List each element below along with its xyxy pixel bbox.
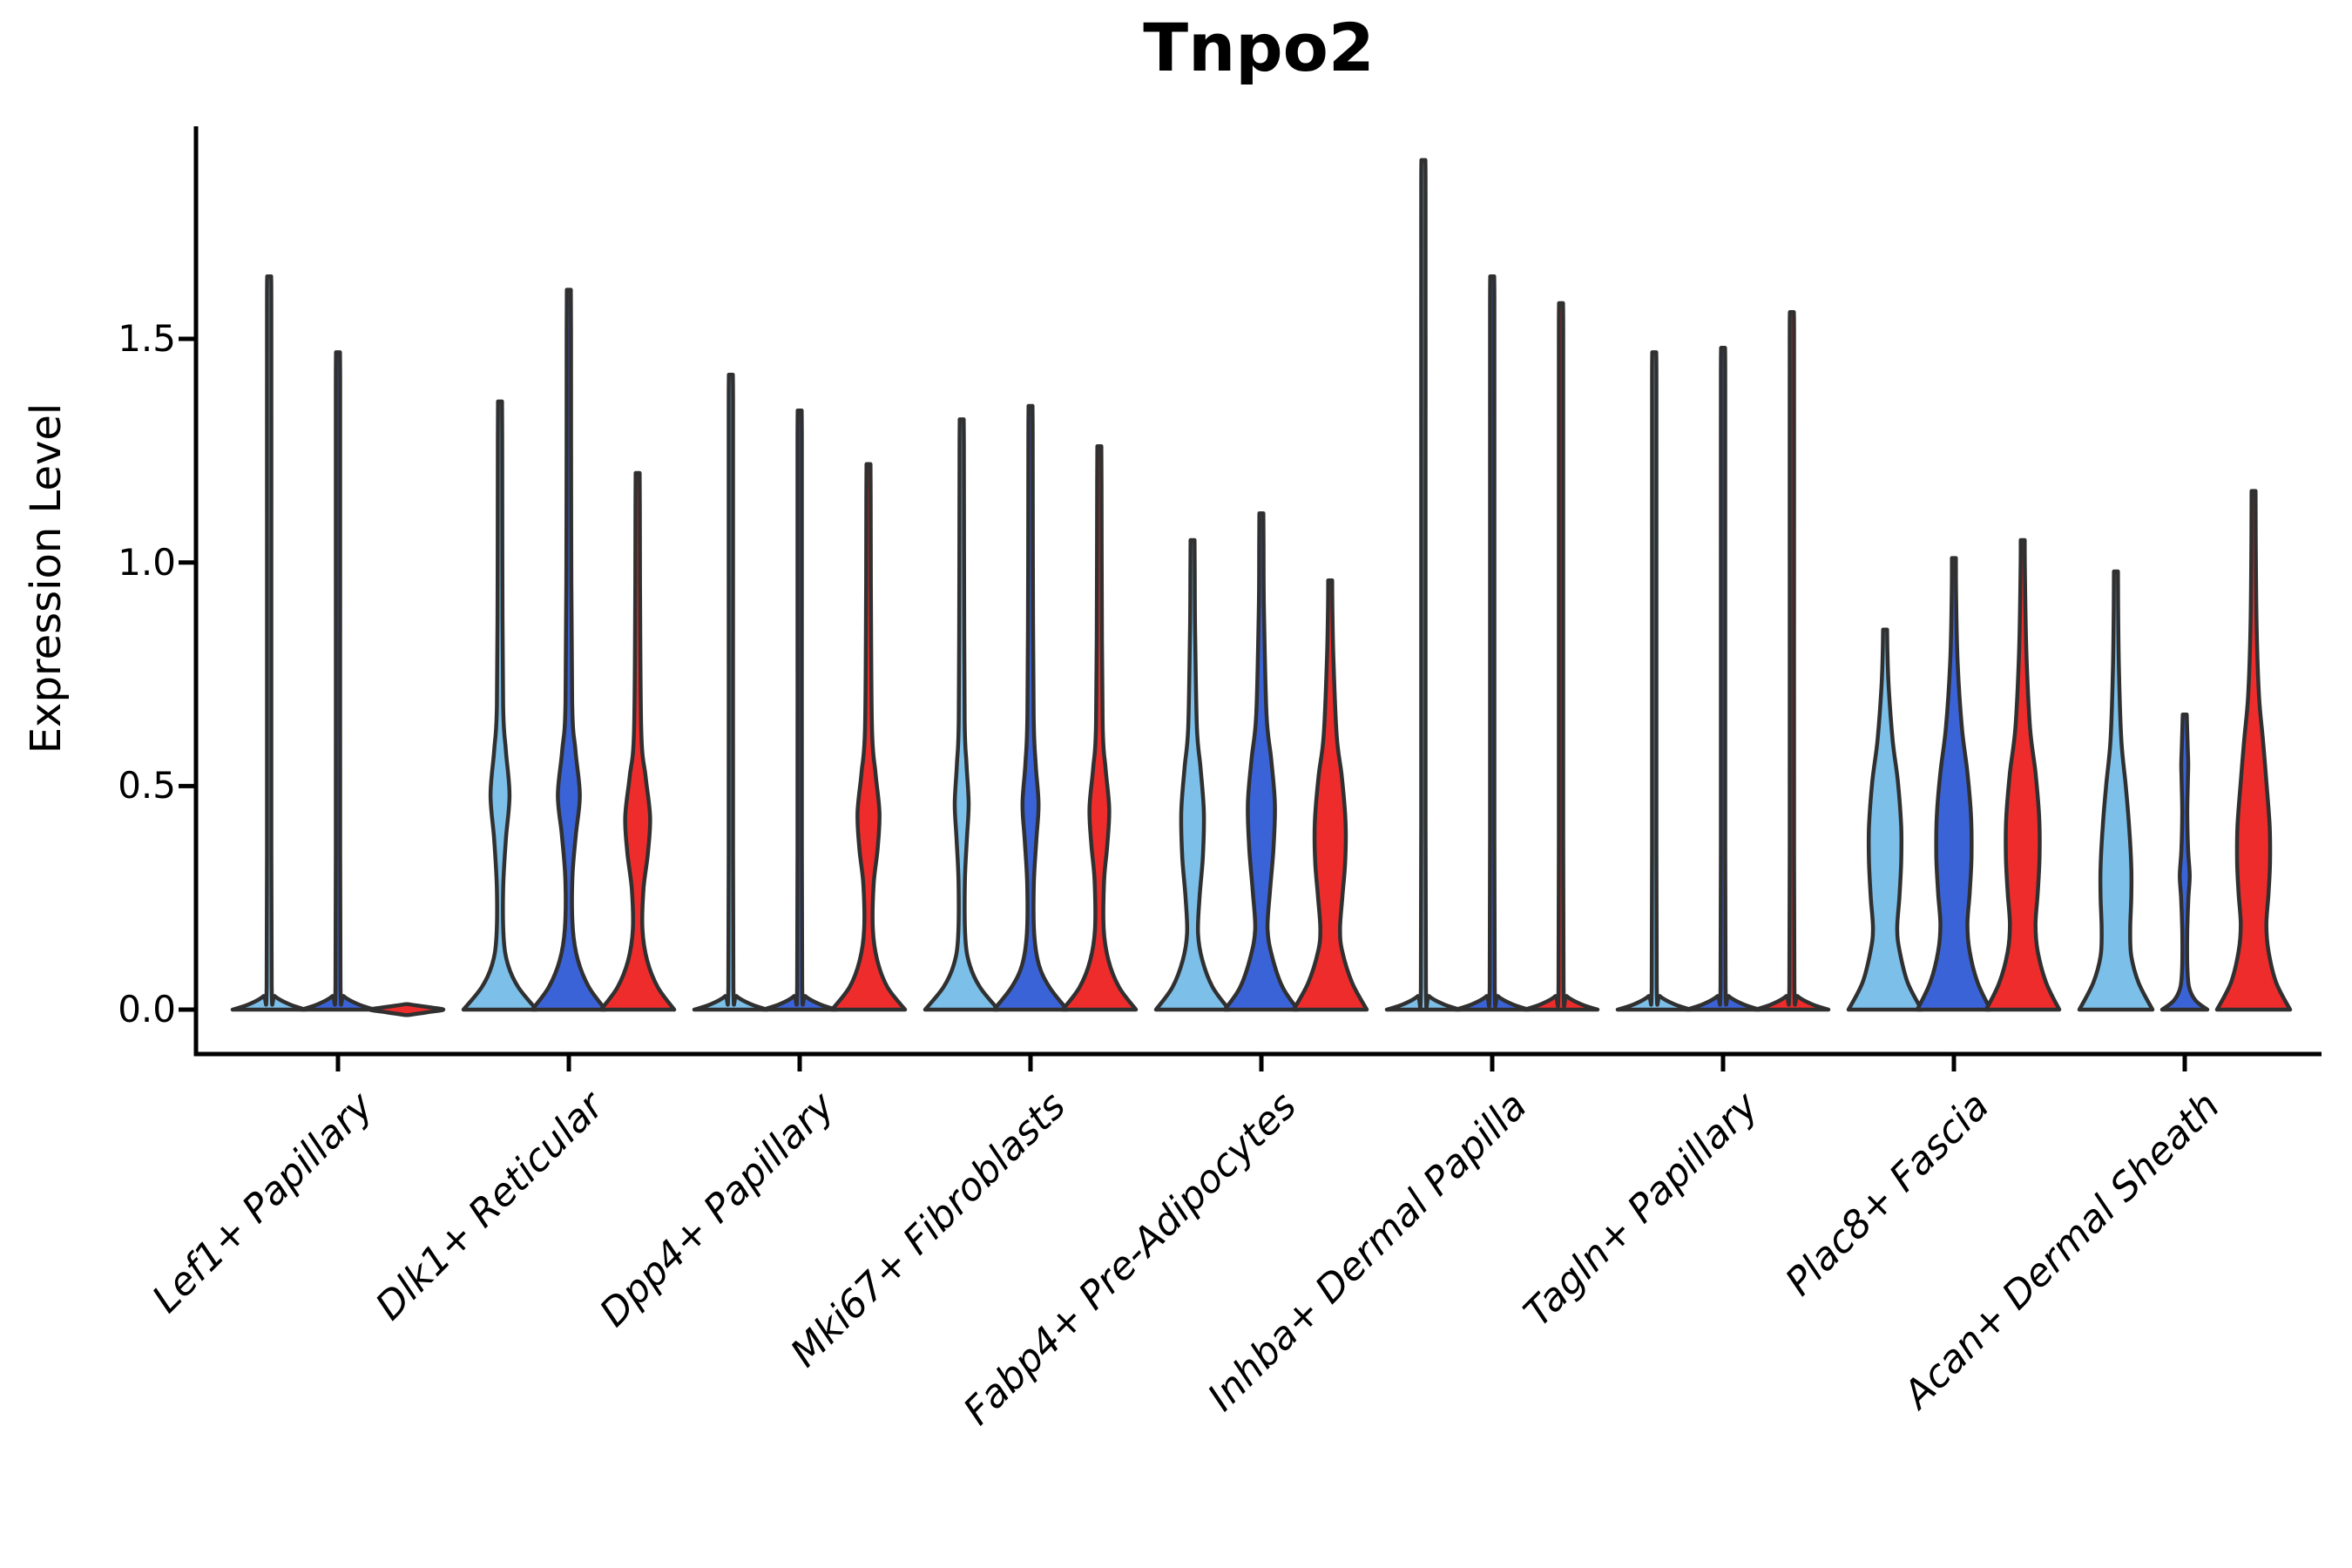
violin-light-blue-group-7 — [1615, 350, 1693, 1012]
violin-red-group-5 — [1291, 578, 1369, 1012]
violin-light-blue-group-4 — [923, 417, 1001, 1012]
violin-red-group-4 — [1060, 443, 1139, 1012]
y-tick-label-0: 0.0 — [118, 988, 176, 1031]
violin-light-blue-group-6 — [1384, 158, 1463, 1012]
violin-dark-blue-group-6 — [1453, 274, 1531, 1012]
violin-red-group-7 — [1753, 310, 1831, 1012]
violin-light-blue-group-5 — [1153, 537, 1232, 1012]
violin-dark-blue-group-2 — [530, 287, 608, 1012]
violin-dark-blue-group-7 — [1684, 346, 1762, 1012]
chart-title: Tnpo2 — [1143, 9, 1375, 86]
violin-red-group-2 — [598, 470, 677, 1012]
y-tick-label-0.5: 0.5 — [118, 764, 176, 807]
violin-dark-blue-group-8 — [1915, 556, 1993, 1012]
violin-light-blue-group-2 — [461, 399, 539, 1012]
violin-light-blue-group-8 — [1846, 627, 1924, 1012]
violin-light-blue-group-3 — [692, 372, 770, 1012]
violin-red-group-9 — [2214, 489, 2293, 1012]
violin-dark-blue-group-1 — [299, 350, 377, 1012]
violin-red-group-8 — [1984, 537, 2062, 1012]
violin-dark-blue-group-5 — [1222, 510, 1301, 1012]
violin-dark-blue-group-3 — [760, 408, 839, 1012]
violin-light-blue-group-9 — [2077, 569, 2155, 1012]
violin-red-group-6 — [1522, 301, 1600, 1012]
violin-red-group-1 — [368, 1002, 446, 1017]
y-tick-label-1.5: 1.5 — [118, 317, 176, 360]
violin-red-group-3 — [829, 462, 908, 1012]
y-tick-label-1.0: 1.0 — [118, 541, 176, 584]
violin-light-blue-group-1 — [230, 274, 308, 1012]
violin-dark-blue-group-9 — [2159, 712, 2210, 1012]
violin-dark-blue-group-4 — [991, 403, 1070, 1012]
